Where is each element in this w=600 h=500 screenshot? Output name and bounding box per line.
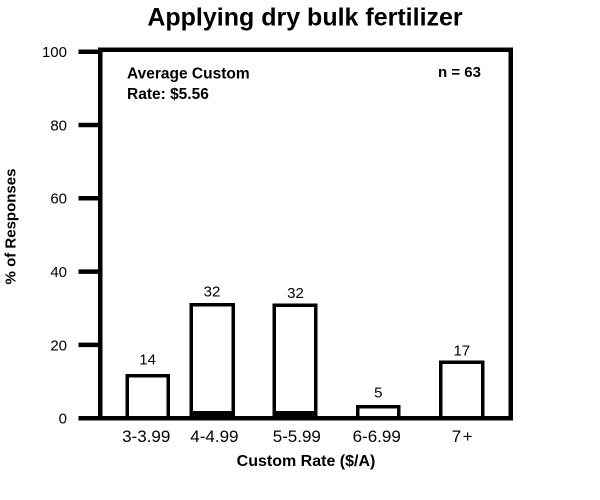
svg-text:5-5.99: 5-5.99: [273, 427, 321, 446]
svg-text:40: 40: [50, 264, 67, 281]
svg-text:80: 80: [50, 117, 67, 134]
svg-text:14: 14: [139, 352, 156, 369]
svg-text:0: 0: [59, 411, 67, 428]
svg-text:Applying dry bulk fertilizer: Applying dry bulk fertilizer: [147, 4, 463, 32]
svg-text:Rate: $5.56: Rate: $5.56: [127, 86, 209, 103]
svg-text:7+: 7+: [452, 427, 474, 446]
svg-text:17: 17: [453, 343, 470, 360]
svg-text:Custom Rate ($/A): Custom Rate ($/A): [237, 453, 376, 470]
svg-text:3-3.99: 3-3.99: [122, 427, 170, 446]
svg-text:32: 32: [287, 285, 304, 302]
svg-text:n = 63: n = 63: [438, 64, 481, 81]
svg-text:6-6.99: 6-6.99: [353, 427, 401, 446]
svg-text:5: 5: [374, 385, 382, 402]
svg-text:100: 100: [42, 44, 67, 61]
svg-text:60: 60: [50, 191, 67, 208]
svg-text:20: 20: [50, 337, 67, 354]
svg-text:% of Responses: % of Responses: [3, 169, 20, 285]
svg-text:4-4.99: 4-4.99: [190, 427, 238, 446]
svg-text:Average Custom: Average Custom: [127, 66, 250, 83]
svg-text:32: 32: [204, 284, 221, 301]
